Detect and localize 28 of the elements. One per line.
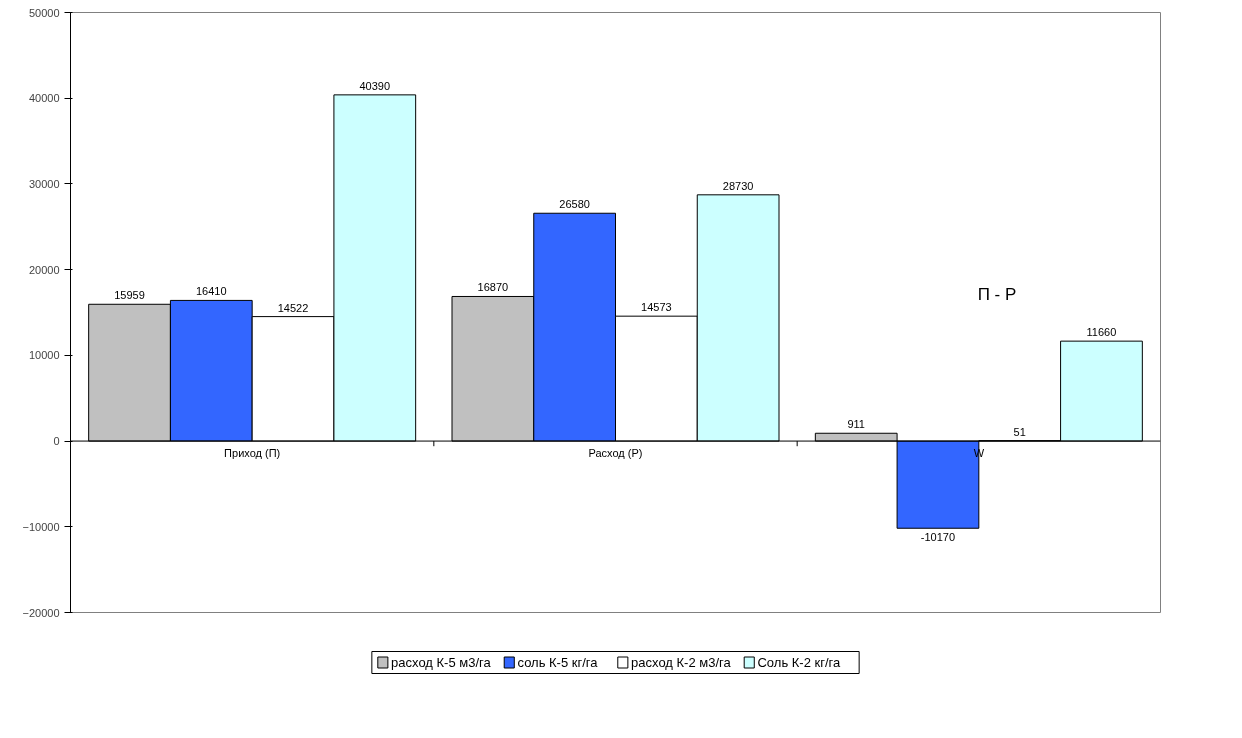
data-label: 911: [847, 418, 865, 431]
y-tick-label: −20000: [22, 606, 60, 619]
data-label: 15959: [114, 289, 145, 302]
data-label: 14573: [641, 301, 672, 314]
data-label: 14522: [277, 301, 309, 314]
data-label: 16870: [477, 281, 509, 294]
data-label: -10170: [920, 531, 956, 544]
data-label: 51: [1013, 425, 1026, 438]
x-tick-label: Расход (Р): [588, 447, 643, 460]
legend-label: расход К-2 м3/га: [631, 655, 732, 670]
data-label: 40390: [359, 79, 391, 92]
legend-label: Соль К-2 кг/га: [757, 655, 842, 670]
annotation: П - Р: [977, 285, 1017, 304]
y-tick-label: 40000: [28, 92, 60, 105]
data-label: 16410: [196, 285, 227, 298]
y-tick-label: 50000: [28, 6, 60, 19]
y-tick-label: 0: [53, 435, 60, 448]
data-label: 28730: [722, 179, 754, 192]
data-label: 26580: [559, 198, 590, 211]
x-tick-label: Приход (П): [224, 447, 281, 460]
y-tick-label: 10000: [28, 349, 60, 362]
legend-label: соль К-5 кг/га: [517, 655, 599, 670]
legend-label: расход К-5 м3/га: [391, 655, 492, 670]
y-tick-label: 30000: [28, 177, 60, 190]
data-label: 11660: [1086, 326, 1117, 339]
x-tick-label: W: [973, 447, 985, 460]
y-tick-label: 20000: [28, 263, 60, 276]
y-tick-label: −10000: [22, 520, 60, 533]
